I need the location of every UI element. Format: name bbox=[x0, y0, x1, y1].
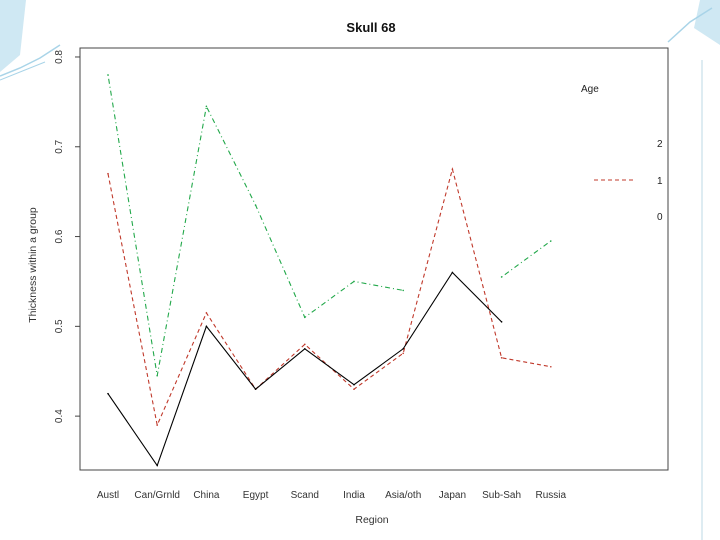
data-point bbox=[353, 388, 355, 390]
data-point bbox=[402, 347, 405, 350]
x-tick-label: Egypt bbox=[243, 490, 269, 501]
x-tick-label: Japan bbox=[439, 490, 466, 501]
y-tick-label: 0.8 bbox=[54, 50, 65, 64]
legend-title: Age bbox=[581, 84, 599, 95]
data-point bbox=[205, 312, 208, 314]
x-tick-label: Sub-Sah bbox=[482, 490, 521, 501]
data-point bbox=[304, 316, 306, 319]
slide-corner-shape-right bbox=[694, 0, 720, 45]
data-point bbox=[402, 352, 405, 355]
data-point bbox=[451, 168, 454, 171]
legend-entry-label: 0 bbox=[657, 212, 663, 223]
data-point bbox=[304, 347, 306, 350]
series-segment bbox=[107, 74, 404, 376]
data-point bbox=[550, 240, 552, 242]
y-tick-label: 0.6 bbox=[54, 229, 65, 243]
y-tick-label: 0.5 bbox=[54, 319, 65, 333]
x-tick-label: India bbox=[343, 490, 365, 501]
x-tick-label: Russia bbox=[536, 490, 567, 501]
plot-frame bbox=[79, 47, 669, 471]
data-point bbox=[353, 383, 355, 386]
series-line-age-0 bbox=[107, 271, 503, 467]
series-layer bbox=[107, 74, 552, 467]
data-point bbox=[254, 204, 257, 206]
x-tick-label: Asia/oth bbox=[385, 490, 421, 501]
data-point bbox=[156, 464, 158, 467]
series-segment bbox=[501, 240, 552, 278]
data-point bbox=[156, 424, 158, 426]
slide-corner-line-right bbox=[667, 7, 713, 43]
chart-title: Skull 68 bbox=[346, 20, 395, 35]
y-tick-label: 0.7 bbox=[54, 139, 65, 153]
x-tick-label: Can/Grnld bbox=[134, 490, 180, 501]
data-point bbox=[254, 388, 257, 390]
data-point bbox=[107, 172, 109, 175]
data-point bbox=[500, 276, 503, 278]
data-point bbox=[107, 392, 109, 395]
legend-entry-label: 1 bbox=[657, 176, 663, 187]
data-point bbox=[500, 356, 503, 359]
slide-corner-shape-left bbox=[0, 0, 26, 72]
y-axis-label: Thickness within a group bbox=[27, 207, 39, 323]
data-point bbox=[205, 325, 208, 328]
y-axis: 0.4 0.5 0.6 0.7 0.8 bbox=[54, 50, 80, 423]
x-tick-label: China bbox=[193, 490, 220, 501]
x-axis-label: Region bbox=[355, 514, 388, 526]
legend-entry-label: 2 bbox=[657, 139, 663, 150]
data-point bbox=[353, 280, 355, 283]
data-point bbox=[550, 365, 552, 368]
slide-corner-line-left-2 bbox=[0, 61, 46, 81]
series-segment bbox=[107, 271, 502, 467]
legend: Age 2 1 0 bbox=[581, 84, 663, 223]
series-segment bbox=[107, 167, 551, 427]
data-point bbox=[451, 271, 454, 274]
series-line-age-1 bbox=[107, 167, 552, 427]
slide-corner-line-left bbox=[0, 44, 61, 77]
series-line-age-2 bbox=[107, 74, 552, 377]
data-point bbox=[402, 289, 405, 292]
data-point bbox=[107, 74, 109, 76]
data-point bbox=[500, 321, 503, 323]
data-point bbox=[304, 343, 306, 346]
y-tick-label: 0.4 bbox=[54, 409, 65, 423]
data-point bbox=[156, 374, 158, 377]
x-tick-label: Scand bbox=[291, 490, 319, 501]
data-point bbox=[205, 105, 208, 108]
x-tick-label: Austl bbox=[97, 490, 119, 501]
x-axis: Austl Can/Grnld China Egypt Scand India Asia/o… bbox=[97, 490, 567, 501]
